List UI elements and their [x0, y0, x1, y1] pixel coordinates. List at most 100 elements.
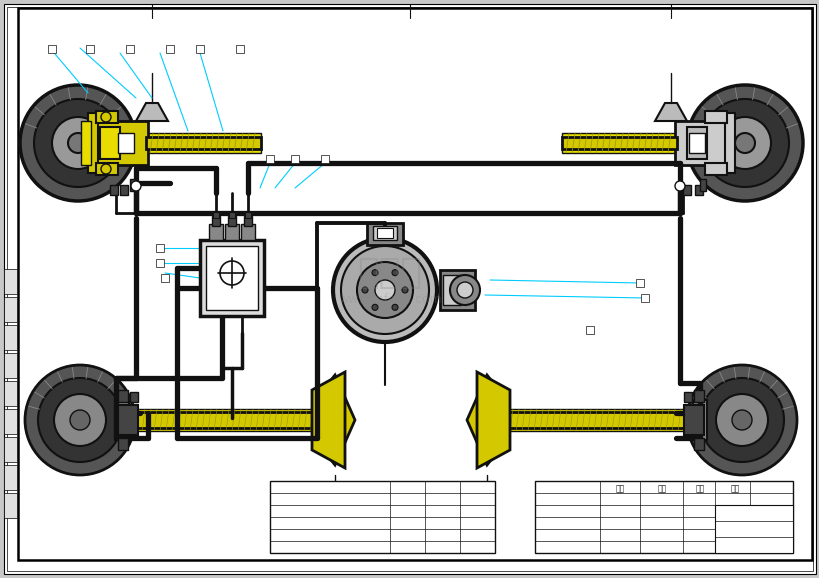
Circle shape: [699, 378, 783, 462]
Circle shape: [391, 270, 397, 276]
Polygon shape: [477, 372, 509, 468]
Circle shape: [356, 262, 413, 318]
Polygon shape: [314, 375, 355, 465]
Bar: [146, 137, 260, 149]
Circle shape: [34, 99, 122, 187]
Bar: [704, 111, 726, 123]
Bar: [130, 179, 136, 191]
Bar: [118, 133, 133, 153]
Circle shape: [341, 246, 428, 334]
Bar: [4, 381, 17, 406]
Bar: [724, 113, 734, 173]
Bar: [561, 137, 676, 149]
Bar: [118, 390, 128, 402]
Circle shape: [54, 394, 106, 446]
Circle shape: [38, 378, 122, 462]
Bar: [636, 279, 643, 287]
Bar: [156, 244, 164, 252]
Bar: [126, 45, 133, 53]
Bar: [245, 212, 251, 218]
Circle shape: [731, 410, 751, 430]
Bar: [118, 405, 138, 435]
Text: 代号: 代号: [614, 484, 624, 494]
Bar: [132, 409, 322, 431]
Bar: [367, 223, 402, 245]
Bar: [4, 437, 17, 462]
Bar: [196, 45, 204, 53]
Bar: [96, 121, 147, 165]
Bar: [165, 45, 174, 53]
Circle shape: [131, 181, 141, 191]
Bar: [4, 353, 17, 378]
Bar: [693, 438, 704, 450]
Bar: [224, 224, 238, 240]
Bar: [120, 185, 128, 195]
Bar: [683, 392, 691, 402]
Bar: [4, 465, 17, 490]
Bar: [699, 179, 705, 191]
Bar: [692, 400, 706, 440]
Bar: [241, 224, 255, 240]
Bar: [693, 390, 704, 402]
Bar: [704, 163, 726, 175]
Bar: [534, 481, 792, 553]
Bar: [688, 133, 704, 153]
Circle shape: [401, 287, 408, 293]
Bar: [132, 412, 317, 428]
Bar: [96, 111, 118, 123]
Circle shape: [715, 394, 767, 446]
Text: 数量: 数量: [657, 484, 666, 494]
Bar: [4, 325, 17, 350]
Bar: [291, 155, 299, 163]
Circle shape: [101, 112, 111, 122]
Circle shape: [372, 305, 378, 310]
Circle shape: [734, 133, 754, 153]
Bar: [4, 297, 17, 322]
Bar: [373, 226, 396, 240]
Bar: [206, 246, 258, 310]
Text: 备注: 备注: [730, 484, 739, 494]
Circle shape: [391, 305, 397, 310]
Circle shape: [686, 365, 796, 475]
Circle shape: [20, 85, 136, 201]
Circle shape: [450, 275, 479, 305]
Bar: [683, 405, 704, 435]
Bar: [228, 216, 236, 226]
Bar: [48, 45, 56, 53]
Polygon shape: [654, 103, 686, 121]
Circle shape: [52, 117, 104, 169]
Circle shape: [700, 99, 788, 187]
Bar: [377, 228, 392, 238]
Bar: [4, 269, 17, 294]
Circle shape: [456, 282, 473, 298]
Circle shape: [686, 85, 802, 201]
Bar: [236, 45, 244, 53]
Bar: [161, 274, 169, 282]
Bar: [320, 155, 328, 163]
Bar: [229, 212, 235, 218]
Text: 冰风网: 冰风网: [357, 256, 422, 290]
Bar: [213, 212, 219, 218]
Bar: [100, 127, 120, 159]
Circle shape: [333, 238, 437, 342]
Bar: [269, 481, 495, 553]
Bar: [110, 185, 118, 195]
Bar: [682, 185, 690, 195]
Bar: [714, 505, 792, 553]
Polygon shape: [311, 372, 345, 468]
Circle shape: [674, 181, 684, 191]
Circle shape: [374, 280, 395, 300]
Bar: [440, 270, 474, 310]
Bar: [81, 121, 91, 165]
Bar: [212, 216, 219, 226]
Bar: [86, 45, 94, 53]
Bar: [442, 275, 460, 305]
Bar: [561, 133, 676, 153]
Bar: [130, 392, 138, 402]
Bar: [96, 163, 118, 175]
Bar: [88, 113, 98, 173]
Bar: [115, 400, 129, 440]
Bar: [4, 493, 17, 518]
Bar: [500, 412, 684, 428]
Circle shape: [101, 164, 111, 174]
